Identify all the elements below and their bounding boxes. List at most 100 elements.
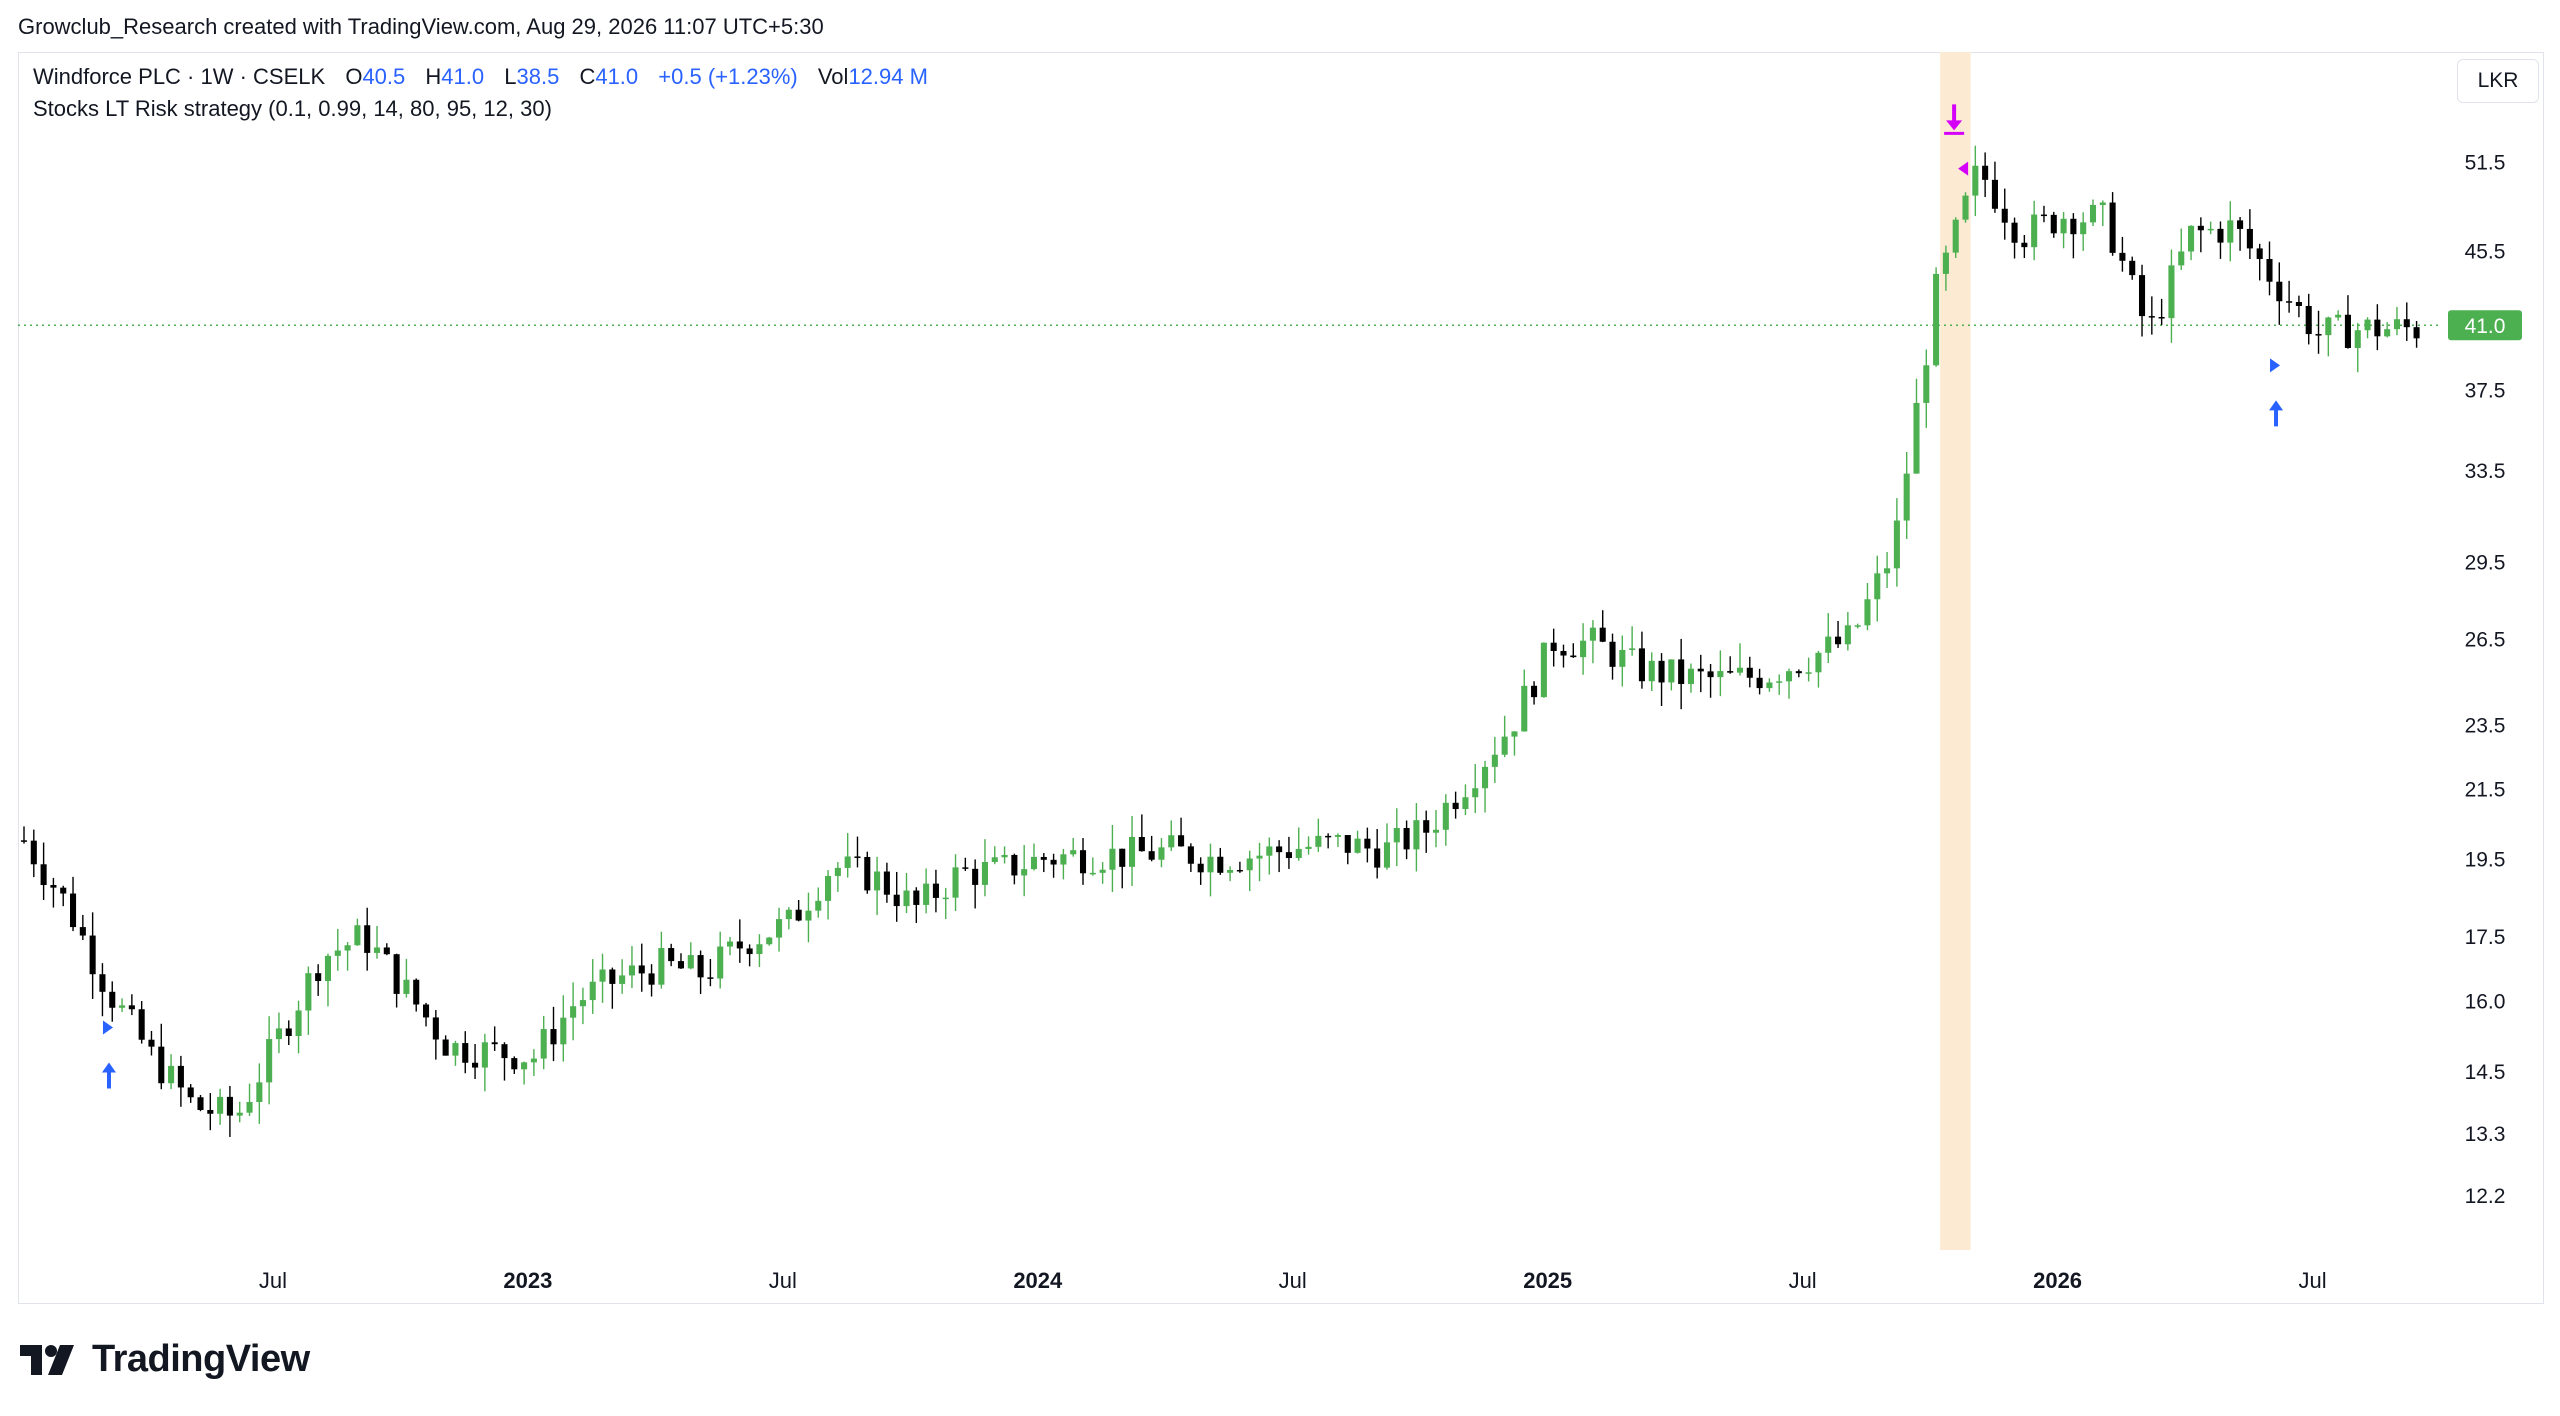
candle-down [893, 894, 900, 907]
candle-up [1393, 828, 1400, 843]
candle-down [187, 1087, 194, 1098]
candle-down [2119, 252, 2126, 261]
symbol-label[interactable]: Windforce PLC · 1W · CSELK [33, 64, 326, 89]
candle-down [707, 977, 714, 979]
x-tick-label: Jul [1789, 1268, 1817, 1293]
candle-down [383, 947, 390, 955]
candle-down [2197, 225, 2204, 231]
candle-down [2286, 301, 2293, 303]
candle-up [266, 1039, 273, 1083]
y-tick-label: 21.5 [2465, 778, 2506, 801]
candle-down [1403, 828, 1410, 850]
candle-down [109, 991, 116, 1008]
candle-up [923, 883, 930, 905]
candle-up [2335, 314, 2342, 318]
close-label: C [579, 64, 596, 89]
candle-down [1452, 802, 1459, 810]
close-value: 41.0 [595, 64, 639, 89]
candle-up [1648, 660, 1655, 682]
candle-down [697, 955, 704, 978]
candle-down [2011, 222, 2018, 243]
candle-down [50, 885, 57, 888]
candle-up [1805, 672, 1812, 674]
candle-up [1913, 402, 1920, 474]
candle-up [1158, 847, 1165, 860]
candle-down [1011, 854, 1018, 876]
candle-up [1227, 869, 1234, 873]
candle-up [942, 897, 949, 900]
candle-up [354, 925, 361, 946]
candle-up [2080, 222, 2087, 235]
candle-down [638, 965, 645, 974]
candle-down [1756, 677, 1763, 689]
candle-up [1129, 837, 1136, 867]
y-tick-label: 12.2 [2465, 1185, 2506, 1208]
candle-down [677, 961, 685, 969]
candle-up [825, 875, 832, 901]
candle-down [2148, 316, 2155, 318]
candle-down [1570, 655, 1577, 658]
y-tick-label: 19.5 [2465, 848, 2506, 871]
candle-down [1609, 641, 1616, 667]
candle-up [295, 1010, 302, 1036]
candle-down [2070, 218, 2077, 235]
candle-down [1746, 667, 1753, 678]
candle-down [2305, 305, 2312, 335]
ohlc-legend: Windforce PLC · 1W · CSELK O40.5 H41.0 L… [33, 64, 928, 90]
candle-up [785, 909, 792, 920]
candle-up [1854, 625, 1861, 627]
candle-down [315, 973, 322, 982]
x-tick-label: 2023 [503, 1268, 552, 1293]
indicator-legend[interactable]: Stocks LT Risk strategy (0.1, 0.99, 14, … [33, 96, 552, 121]
candle-up [1962, 195, 1969, 220]
candle-down [2129, 260, 2136, 276]
candle-down [2246, 228, 2253, 249]
candle-up [305, 973, 312, 1011]
x-tick-label: 2026 [2033, 1268, 2082, 1293]
candle-up [1687, 668, 1695, 685]
candle-down [864, 856, 871, 891]
candle-up [834, 867, 841, 876]
candle-down [2315, 334, 2322, 336]
candle-up [1099, 869, 1106, 873]
candle-down [550, 1029, 557, 1045]
candle-up [1521, 685, 1528, 732]
candle-up [570, 1006, 577, 1018]
candle-up [628, 965, 635, 976]
candle-down [746, 948, 753, 955]
candle-down [30, 840, 37, 865]
entry-marker-icon [2270, 358, 2281, 373]
last-price-badge [2448, 310, 2522, 341]
open-label: O [345, 64, 363, 89]
candle-up [1491, 754, 1498, 767]
candle-up [1315, 835, 1322, 847]
candle-down [1325, 835, 1332, 838]
candle-down [1795, 671, 1802, 674]
tradingview-logo[interactable]: TradingView [20, 1338, 310, 1381]
candle-down [197, 1097, 204, 1110]
candle-down [177, 1065, 184, 1088]
candle-down [883, 871, 890, 895]
candle-up [1070, 850, 1077, 855]
y-tick-label: 16.0 [2465, 990, 2506, 1013]
candle-down [20, 840, 28, 842]
candle-down [1707, 671, 1714, 678]
candle-up [236, 1112, 243, 1116]
candle-up [540, 1029, 547, 1059]
candle-down [932, 883, 939, 898]
candle-down [462, 1043, 469, 1063]
candle-up [756, 944, 763, 955]
candle-down [1040, 856, 1047, 860]
candle-up [1383, 842, 1391, 868]
candle-up [1168, 835, 1175, 848]
long-entry-arrow-icon [101, 1062, 116, 1089]
candle-up [275, 1028, 282, 1040]
candle-down [2138, 275, 2146, 317]
candle-up [1021, 869, 1028, 876]
candle-down [1197, 863, 1204, 873]
candle-down [1236, 869, 1243, 872]
last-price-label: 41.0 [2465, 315, 2506, 338]
currency-button[interactable]: LKR [2457, 59, 2539, 103]
candle-down [1599, 627, 1606, 642]
